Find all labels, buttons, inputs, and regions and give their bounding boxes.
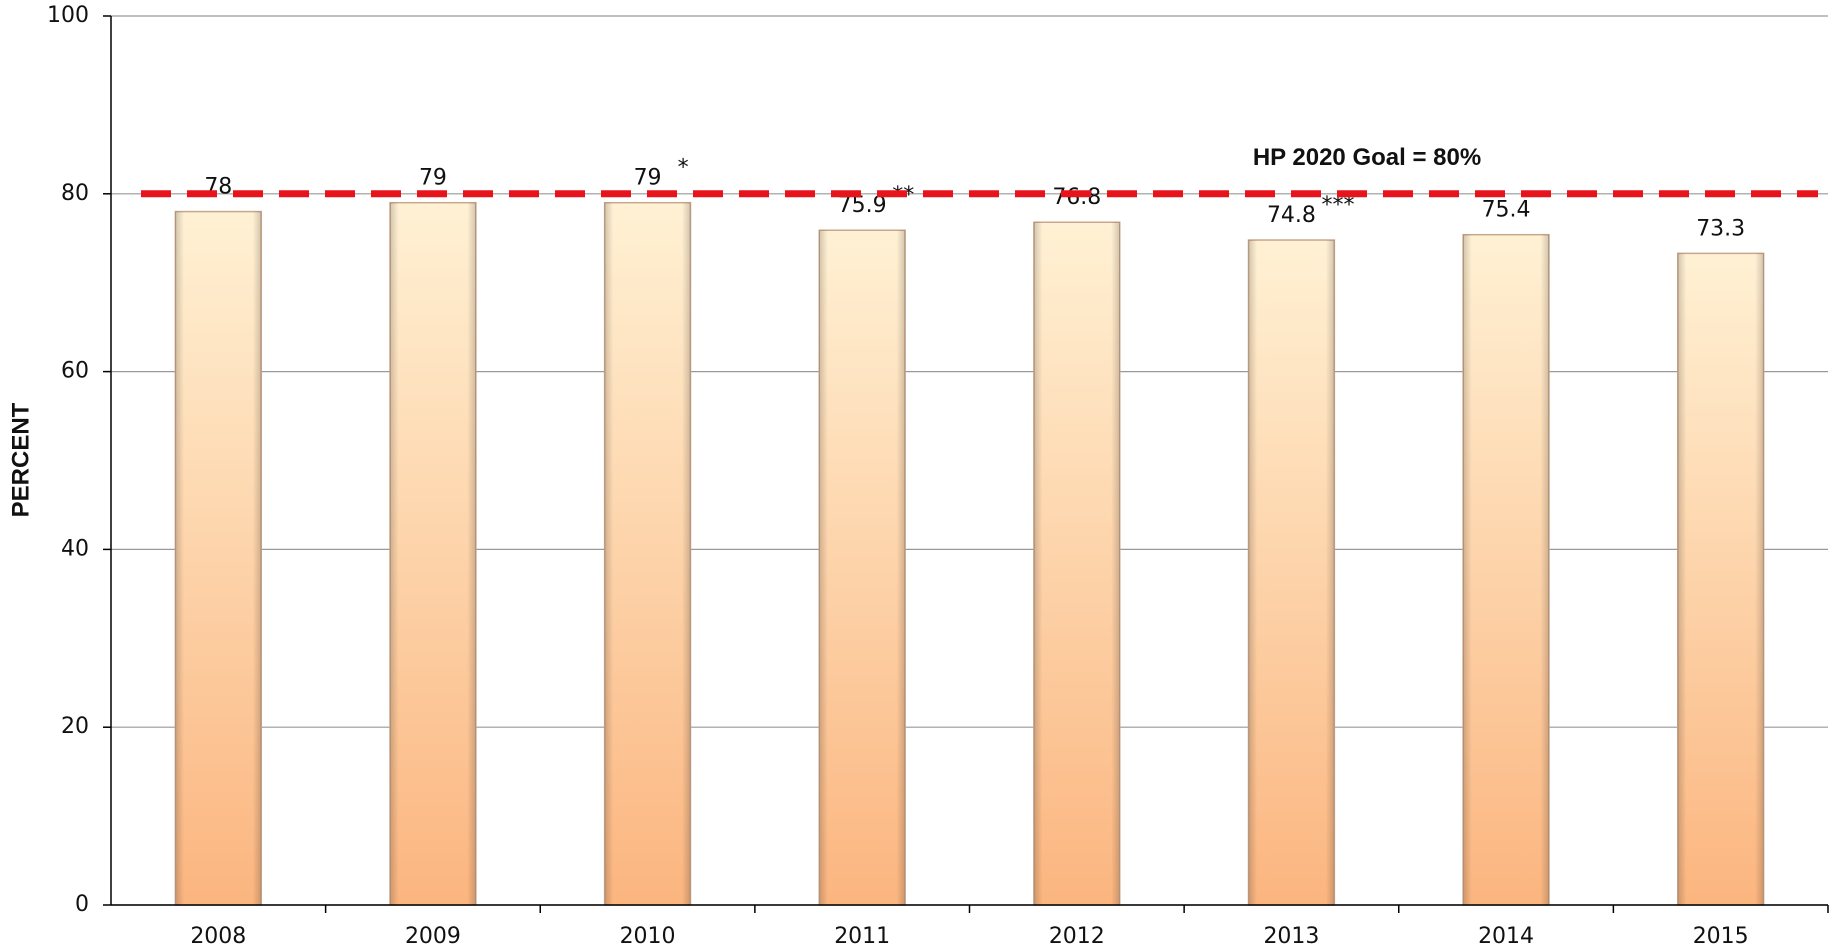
value-label: 79 bbox=[634, 166, 662, 191]
annotation: * bbox=[678, 156, 689, 181]
value-label: 79 bbox=[419, 166, 447, 191]
y-tick-label: 100 bbox=[47, 3, 89, 28]
y-tick-label: 60 bbox=[61, 359, 89, 384]
value-label: 75.4 bbox=[1482, 198, 1531, 223]
bar-shade bbox=[819, 230, 906, 905]
value-label: 76.8 bbox=[1052, 185, 1101, 210]
bar-shade bbox=[1033, 222, 1120, 906]
y-tick-label: 40 bbox=[61, 536, 89, 561]
x-tick-label: 2012 bbox=[1049, 924, 1105, 949]
x-tick-label: 2015 bbox=[1693, 924, 1749, 949]
bar-shade bbox=[1677, 253, 1764, 905]
x-tick-label: 2011 bbox=[834, 924, 890, 949]
x-tick-label: 2010 bbox=[620, 924, 676, 949]
value-label: 75.9 bbox=[838, 193, 887, 218]
bar-shade bbox=[1248, 240, 1335, 905]
bar-shade bbox=[390, 202, 476, 905]
x-tick-label: 2013 bbox=[1263, 924, 1319, 949]
value-label: 73.3 bbox=[1696, 216, 1745, 241]
y-tick-label: 20 bbox=[61, 714, 89, 739]
bar-shade bbox=[1463, 234, 1549, 906]
y-tick-label: 0 bbox=[75, 892, 89, 917]
y-tick-label: 80 bbox=[61, 181, 89, 206]
value-label: 74.8 bbox=[1267, 203, 1316, 228]
bar-shade bbox=[604, 202, 691, 905]
x-tick-label: 2008 bbox=[190, 924, 246, 949]
goal-label: HP 2020 Goal = 80% bbox=[1253, 144, 1481, 171]
x-tick-label: 2014 bbox=[1478, 924, 1534, 949]
bar-shade bbox=[175, 211, 262, 905]
y-axis-label: PERCENT bbox=[7, 402, 34, 517]
x-tick-label: 2009 bbox=[405, 924, 461, 949]
